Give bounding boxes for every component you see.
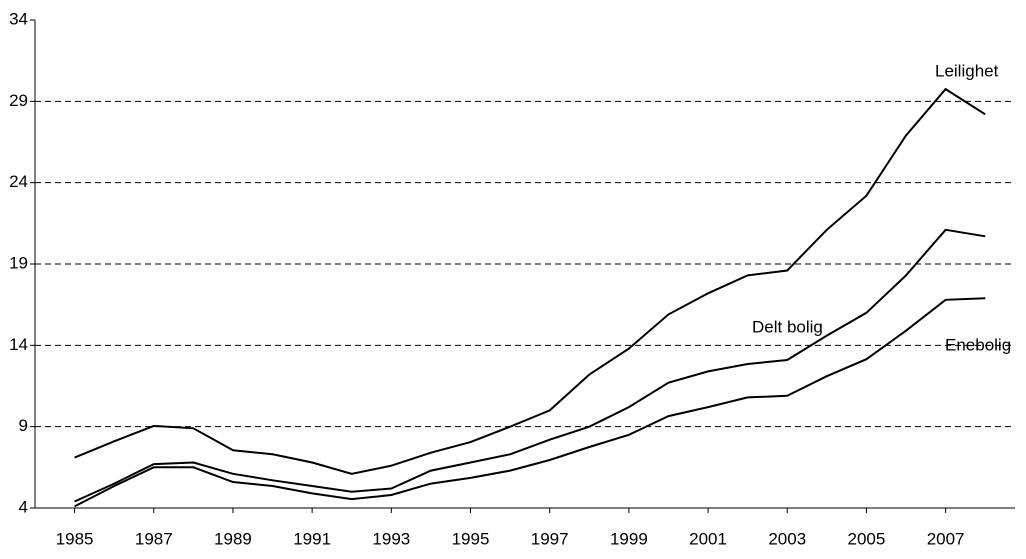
series-label: Leilighet: [935, 61, 999, 80]
series-line: [74, 87, 986, 475]
x-tick-label: 1989: [214, 529, 252, 548]
y-tick-label: 29: [9, 91, 28, 110]
x-tick-label: 2001: [689, 529, 727, 548]
x-tick-label: 1997: [531, 529, 569, 548]
y-tick-label: 14: [9, 335, 28, 354]
series-label: Delt bolig: [752, 317, 823, 336]
x-tick-label: 1985: [56, 529, 94, 548]
x-tick-label: 2005: [848, 529, 886, 548]
y-tick-label: 24: [9, 172, 28, 191]
y-tick-label: 9: [19, 416, 28, 435]
y-tick-label: 19: [9, 253, 28, 272]
series-line: [74, 228, 986, 503]
x-tick-label: 1995: [452, 529, 490, 548]
series-line: [74, 297, 986, 508]
x-tick-label: 1991: [293, 529, 331, 548]
y-tick-label: 4: [19, 497, 28, 516]
y-tick-label: 34: [9, 9, 28, 28]
series-label: Enebolig: [945, 335, 1011, 354]
x-tick-label: 1987: [135, 529, 173, 548]
x-tick-label: 1993: [372, 529, 410, 548]
x-tick-label: 1999: [610, 529, 648, 548]
x-tick-label: 2003: [768, 529, 806, 548]
x-tick-label: 2007: [927, 529, 965, 548]
